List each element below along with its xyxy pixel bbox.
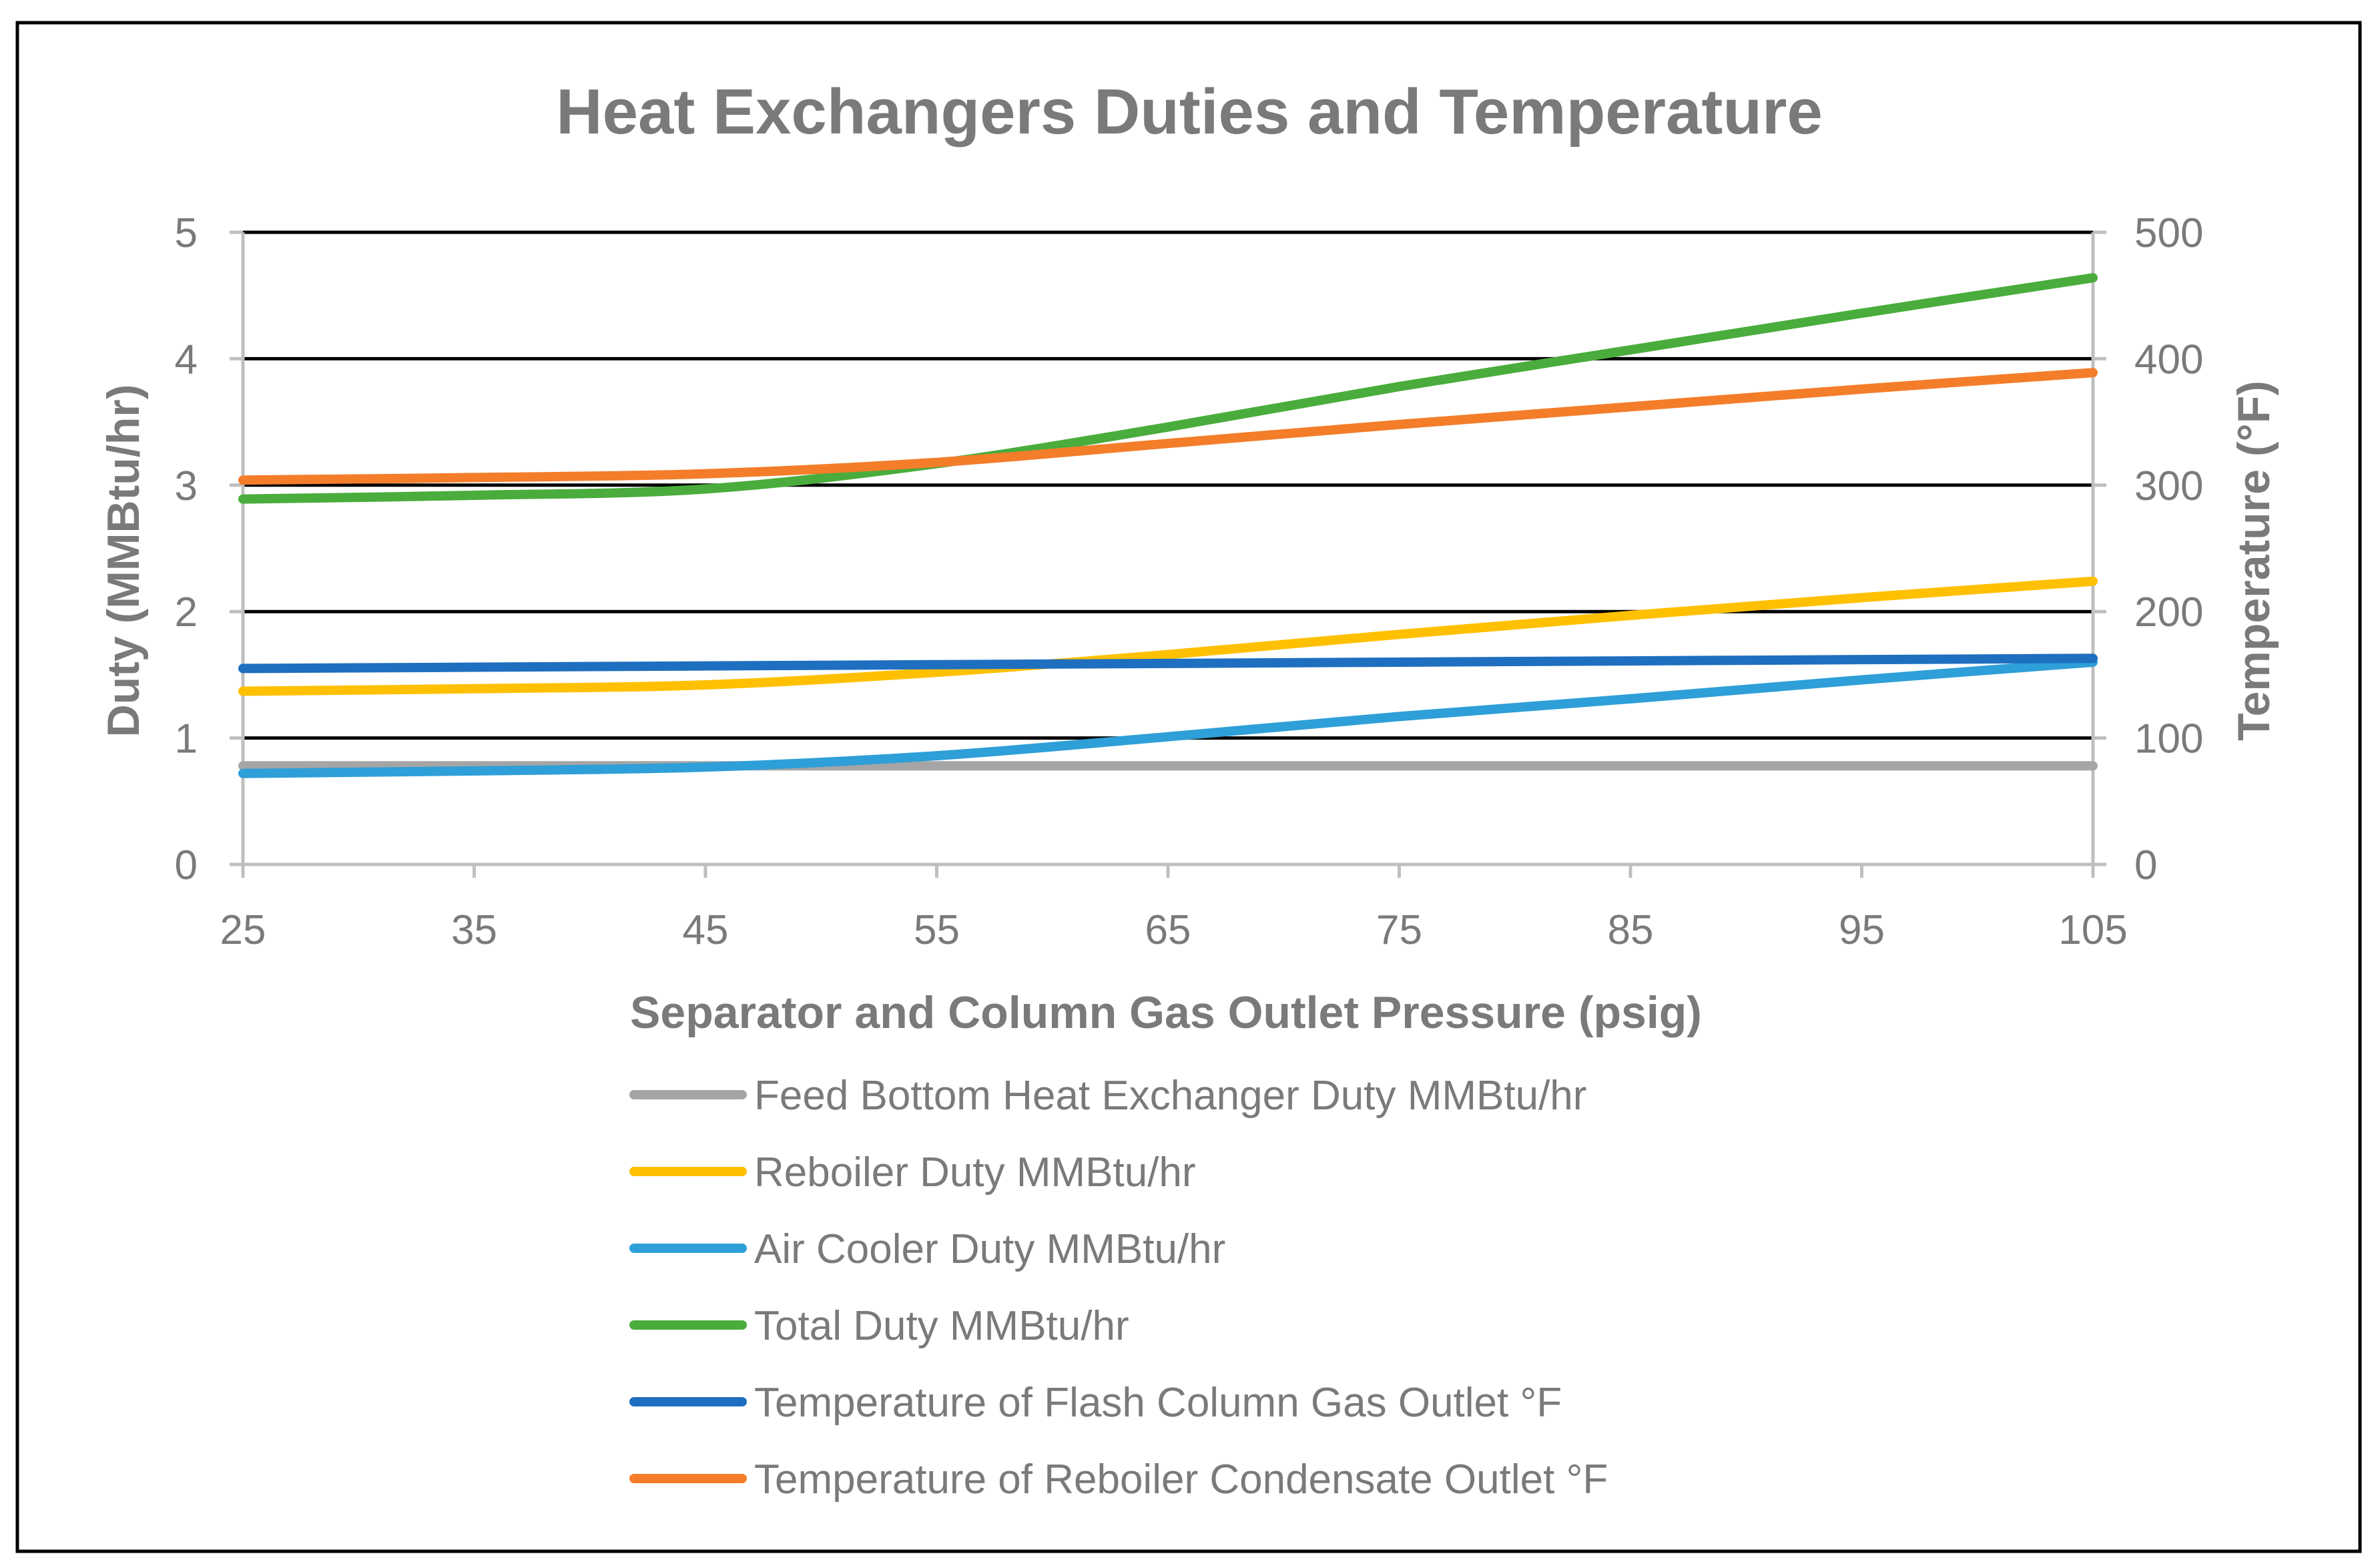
legend-label: Temperature of Reboiler Condensate Outle… [754, 1457, 1608, 1503]
x-axis-title: Separator and Column Gas Outlet Pressure… [630, 987, 1702, 1038]
y-tick-label: 3 [175, 463, 198, 509]
y2-tick-label: 200 [2134, 589, 2203, 635]
series-line-air-cooler-duty-mmbtu-hr [238, 657, 2098, 778]
series-line-temperature-of-reboiler-condensate-outlet-f [238, 368, 2098, 485]
axes [230, 230, 2106, 878]
legend-label: Feed Bottom Heat Exchanger Duty MMBtu/hr [754, 1073, 1586, 1119]
y-tick-label: 0 [175, 842, 198, 888]
y2-tick-label: 0 [2134, 842, 2157, 888]
y-tick-label: 4 [175, 336, 198, 382]
series-lines [238, 273, 2098, 778]
gridlines [243, 230, 2093, 740]
legend: Feed Bottom Heat Exchanger Duty MMBtu/hr… [629, 1073, 1608, 1503]
x-axis-tick-labels: 25 35 45 55 65 75 85 95 105 [220, 907, 2128, 953]
legend-label: Temperature of Flash Column Gas Outlet °… [754, 1380, 1562, 1426]
y2-axis-title: Temperature (°F) [2228, 380, 2279, 741]
legend-label: Air Cooler Duty MMBtu/hr [754, 1226, 1225, 1272]
y2-tick-label: 500 [2134, 210, 2203, 256]
series-line-temperature-of-flash-column-gas-outlet-f [238, 654, 2098, 674]
y-axis-title: Duty (MMBtu/hr) [98, 384, 149, 738]
x-tick-label: 85 [1608, 907, 1654, 953]
y2-tick-label: 100 [2134, 716, 2203, 762]
y2-tick-label: 400 [2134, 336, 2203, 382]
series-line-total-duty-mmbtu-hr [238, 273, 2098, 504]
y2-tick-label: 300 [2134, 463, 2203, 509]
x-tick-label: 25 [220, 907, 266, 953]
x-tick-label: 35 [451, 907, 497, 953]
x-tick-label: 65 [1145, 907, 1191, 953]
series-line-reboiler-duty-mmbtu-hr [238, 576, 2098, 696]
y-axis-tick-labels: 0 1 2 3 4 5 [175, 210, 198, 888]
y-tick-label: 5 [175, 210, 198, 256]
x-tick-label: 105 [2058, 907, 2127, 953]
y2-axis-tick-labels: 0 100 200 300 400 500 [2134, 210, 2203, 888]
legend-label: Reboiler Duty MMBtu/hr [754, 1149, 1196, 1196]
x-tick-label: 55 [914, 907, 960, 953]
x-tick-label: 75 [1376, 907, 1422, 953]
x-tick-label: 45 [683, 907, 729, 953]
x-tick-label: 95 [1839, 907, 1885, 953]
y-tick-label: 2 [175, 589, 198, 635]
chart-border [15, 21, 2362, 1553]
legend-label: Total Duty MMBtu/hr [754, 1303, 1129, 1349]
chart-title: Heat Exchangers Duties and Temperature [556, 76, 1823, 148]
y-tick-label: 1 [175, 716, 198, 762]
